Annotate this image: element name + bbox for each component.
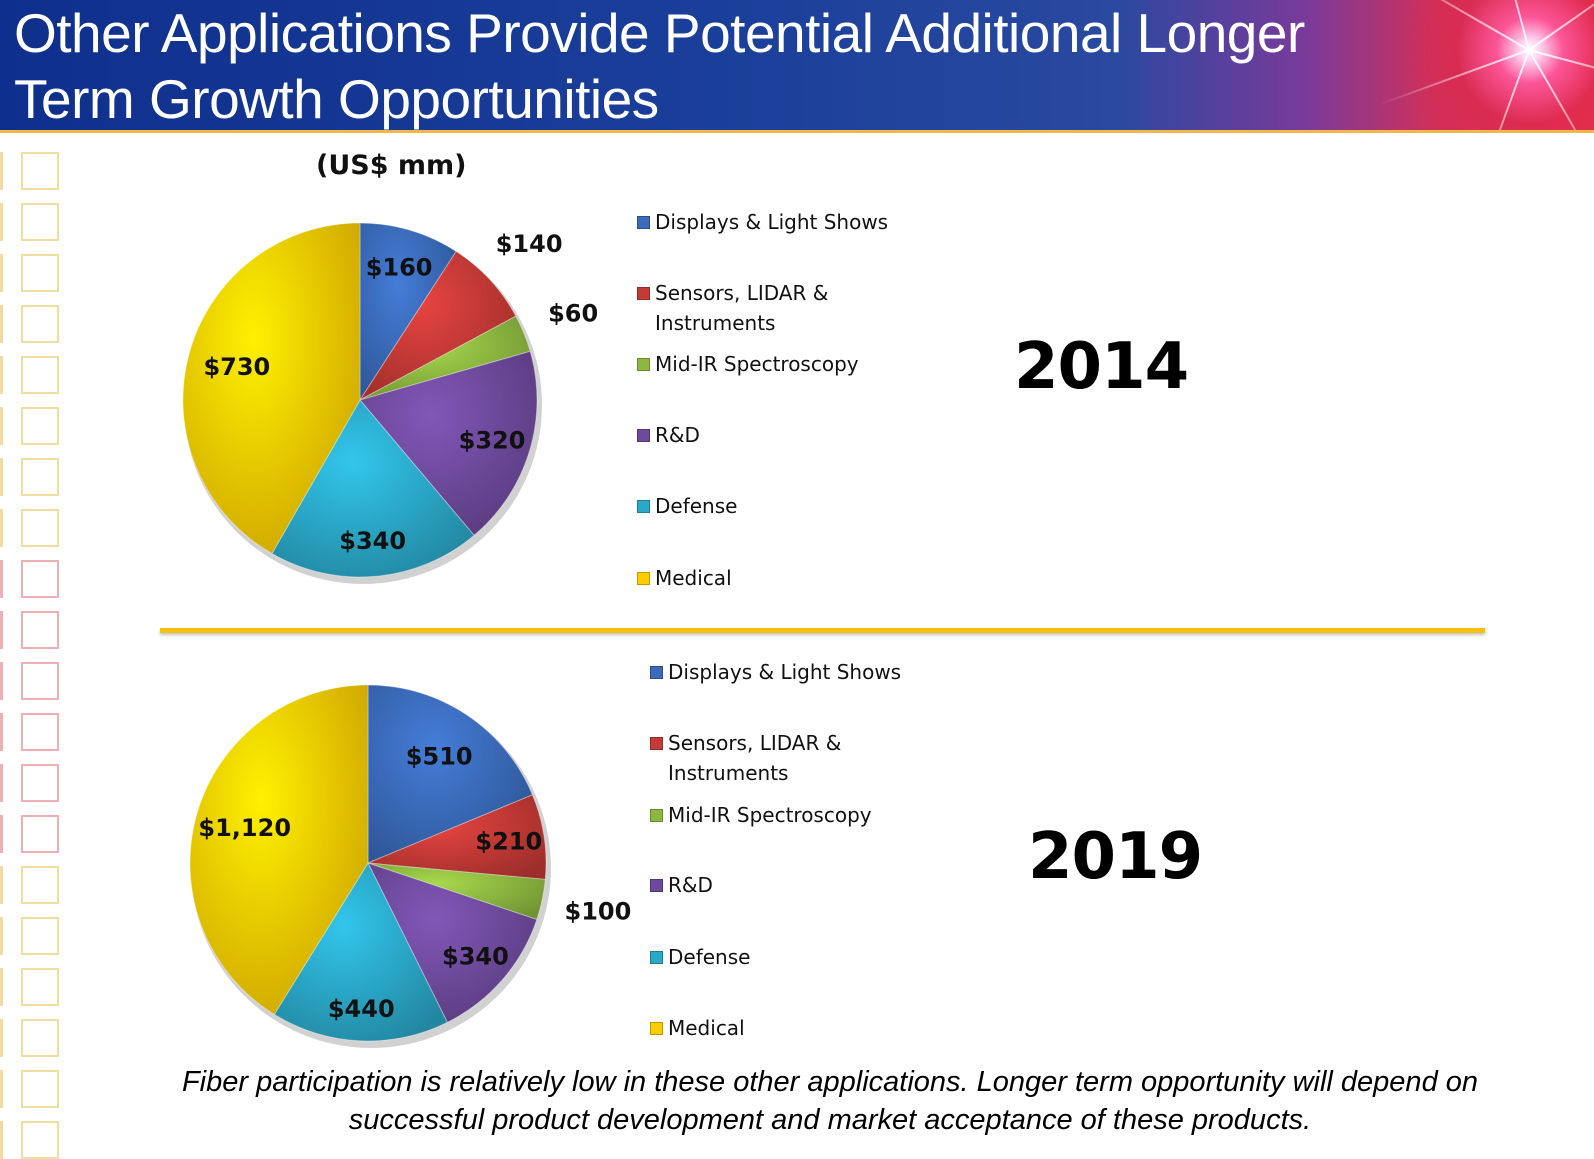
decor-box: [21, 917, 59, 955]
decor-box: [21, 254, 59, 292]
decor-edge: [0, 254, 3, 292]
pie-slice-r-d: [367, 862, 538, 1024]
pie-data-label: $730: [203, 353, 270, 381]
legend-swatch: [650, 666, 663, 679]
decor-box: [21, 1019, 59, 1057]
legend-2014: Displays & Light Shows Sensors, LIDAR & …: [637, 205, 957, 605]
pie-data-label: $510: [406, 742, 473, 770]
pie-slice-defense: [273, 861, 449, 1042]
decor-edge: [0, 509, 3, 547]
header-banner: Other Applications Provide Potential Add…: [0, 0, 1594, 130]
decor-edge: [0, 968, 3, 1006]
decor-edge: [0, 1121, 3, 1159]
decor-edge: [0, 713, 3, 751]
pie-data-label: $140: [496, 230, 563, 258]
unit-label: (US$ mm): [316, 150, 467, 181]
pie-data-label: $60: [548, 299, 598, 327]
pie-data-label: $1,120: [198, 814, 291, 842]
pie-slice-sensors-lidar-instruments: [359, 250, 517, 401]
decor-edge: [0, 764, 3, 802]
pie-slice-mid-ir-spectroscopy: [367, 862, 546, 921]
decor-edge: [0, 560, 3, 598]
legend-swatch: [650, 1022, 663, 1035]
decor-box: [21, 866, 59, 904]
decor-box: [21, 968, 59, 1006]
legend-swatch: [637, 216, 650, 229]
legend-swatch: [650, 809, 663, 822]
pie-data-label: $440: [328, 995, 395, 1023]
decor-box: [21, 152, 59, 190]
pie-slice-defense: [271, 399, 475, 578]
legend-swatch: [637, 572, 650, 585]
pie-slice-r-d: [359, 350, 538, 537]
decor-box: [21, 1070, 59, 1108]
decor-edge: [0, 611, 3, 649]
decor-box: [21, 662, 59, 700]
pie-data-label: $100: [565, 897, 632, 925]
decor-box: [21, 713, 59, 751]
pie-slice-medical: [182, 222, 361, 555]
legend-swatch: [637, 287, 650, 300]
decor-box: [21, 1121, 59, 1159]
pie-slice-displays-light-shows: [367, 684, 534, 864]
legend-swatch: [637, 429, 650, 442]
pie-chart-2014: $160 $140 $60 $320 $340 $730: [182, 222, 598, 584]
year-label-2019: 2019: [1028, 820, 1203, 894]
page-title: Other Applications Provide Potential Add…: [14, 2, 1305, 130]
footnote: Fiber participation is relatively low in…: [181, 1066, 1479, 1136]
decor-edge: [0, 1070, 3, 1108]
decor-box: [21, 407, 59, 445]
decor-box: [21, 203, 59, 241]
decor-box: [21, 458, 59, 496]
pie-data-label: $320: [459, 426, 526, 454]
pie-data-label: $340: [339, 527, 406, 555]
decor-box: [21, 356, 59, 394]
decor-box: [21, 764, 59, 802]
legend-swatch: [637, 500, 650, 513]
decor-box: [21, 815, 59, 853]
pie-data-label: $210: [475, 828, 542, 856]
legend-swatch: [650, 951, 663, 964]
decor-box: [21, 305, 59, 343]
decor-edge: [0, 458, 3, 496]
decor-box: [21, 560, 59, 598]
legend-2019: Displays & Light Shows Sensors, LIDAR & …: [650, 655, 970, 1055]
decor-edge: [0, 917, 3, 955]
pie-slice-medical: [189, 684, 369, 1016]
decor-edge: [0, 407, 3, 445]
legend-swatch: [650, 879, 663, 892]
decor-edge: [0, 866, 3, 904]
section-divider: [160, 628, 1485, 633]
pie-data-label: $340: [442, 942, 509, 970]
decor-edge: [0, 356, 3, 394]
pie-slice-sensors-lidar-instruments: [367, 794, 547, 880]
decor-edge: [0, 662, 3, 700]
year-label-2014: 2014: [1014, 330, 1189, 404]
legend-swatch: [637, 358, 650, 371]
pie-data-label: $160: [366, 254, 433, 282]
pie-slice-displays-light-shows: [359, 222, 457, 402]
decor-edge: [0, 815, 3, 853]
decor-edge: [0, 203, 3, 241]
legend-swatch: [650, 737, 663, 750]
pie-chart-2019: $510 $210 $100 $340 $440 $1,120: [189, 684, 632, 1048]
decor-box: [21, 611, 59, 649]
decor-edge: [0, 1019, 3, 1057]
header-rule: [0, 130, 1594, 133]
decor-box: [21, 509, 59, 547]
decor-edge: [0, 152, 3, 190]
decor-edge: [0, 305, 3, 343]
pie-slice-mid-ir-spectroscopy: [359, 315, 531, 401]
